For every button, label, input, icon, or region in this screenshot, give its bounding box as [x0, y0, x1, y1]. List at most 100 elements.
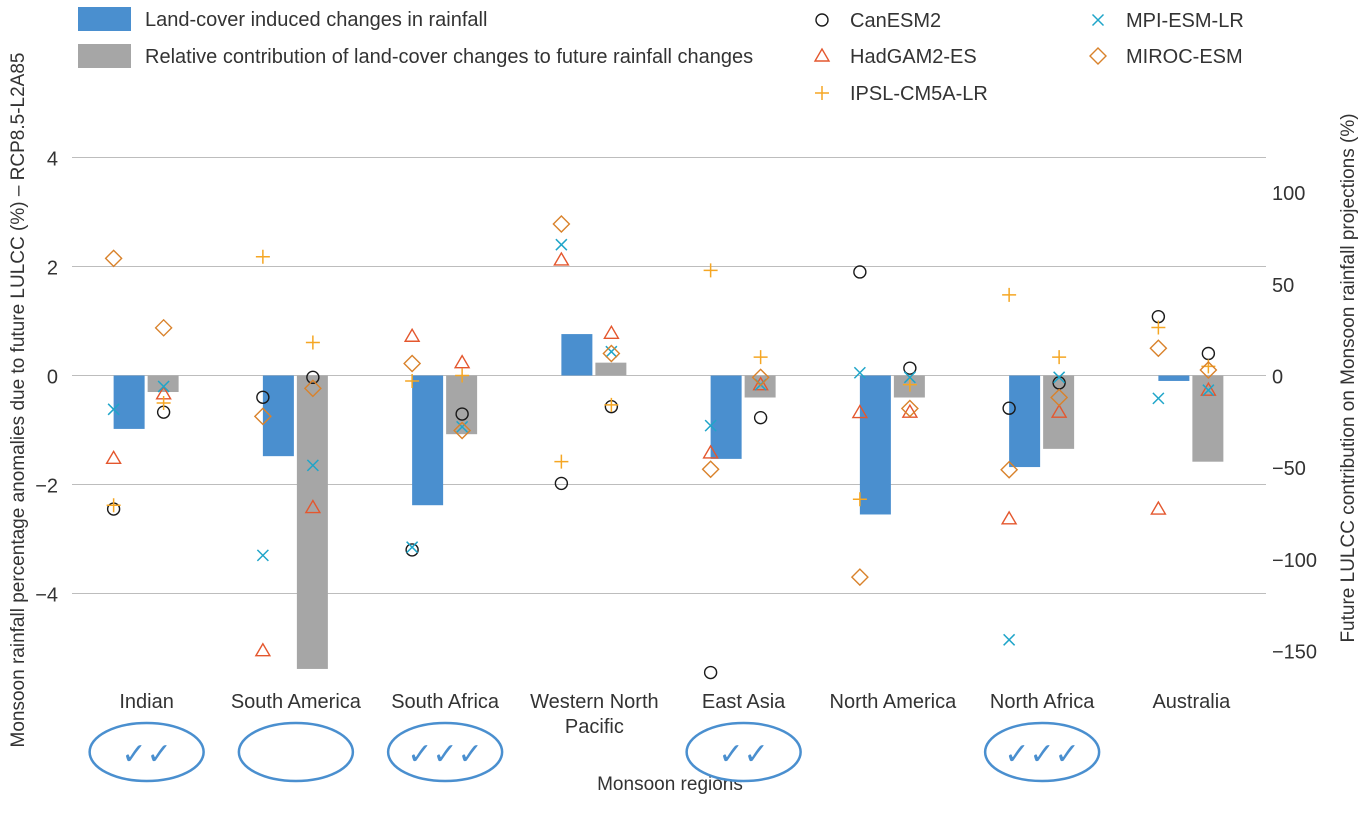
marker-hadgam2-es-left: [1150, 500, 1167, 515]
marker-canesm2-left: [1002, 401, 1016, 415]
marker-miroc-esm-right: [303, 379, 322, 398]
y-tick-label-right: 0: [1272, 367, 1283, 389]
marker-mpi-esm-lr-right: [157, 380, 170, 393]
marker-canesm2-right: [903, 361, 917, 375]
bar-relative-contribution: [446, 375, 478, 435]
bar-landcover-rainfall: [113, 375, 145, 429]
marker-miroc-esm-left: [104, 249, 123, 268]
marker-ipsl-cm5a-lr-left: [1151, 320, 1166, 335]
x-tick-label: East Asia: [702, 691, 786, 713]
marker-ipsl-cm5a-lr-left: [106, 498, 121, 513]
bar-landcover-rainfall: [710, 375, 742, 459]
y-tick-label-right: −100: [1272, 550, 1317, 572]
x-tick-label: Australia: [1152, 691, 1231, 713]
marker-mpi-esm-lr-left: [107, 403, 120, 416]
marker-mpi-esm-lr-right: [456, 420, 469, 433]
checkmark-label: ✓✓: [121, 738, 171, 771]
marker-mpi-esm-lr-left: [1152, 392, 1165, 405]
gridlines: [72, 157, 1266, 594]
marker-mpi-esm-lr-right: [903, 371, 916, 384]
marker-miroc-esm-left: [850, 568, 869, 587]
marker-mpi-esm-lr-left: [555, 238, 568, 251]
marker-canesm2-right: [753, 410, 768, 425]
legend-label: IPSL-CM5A-LR: [850, 83, 988, 105]
bar-landcover-rainfall: [1158, 375, 1190, 381]
agreement-ellipse: [237, 721, 355, 783]
x-tick-label: Western North: [530, 691, 659, 713]
marker-ipsl-cm5a-lr-left: [554, 454, 569, 469]
x-tick-label: South America: [231, 691, 362, 713]
model-markers: [104, 215, 1218, 680]
bar-relative-contribution: [595, 362, 627, 376]
y-tick-label-left: 4: [47, 149, 58, 171]
bar-relative-contribution: [296, 375, 328, 669]
marker-miroc-esm-left: [701, 460, 720, 479]
marker-ipsl-cm5a-lr-left: [405, 373, 420, 388]
y-tick-label-right: −50: [1272, 458, 1306, 480]
marker-miroc-esm-right: [1199, 361, 1218, 379]
y-tick-label-right: 100: [1272, 183, 1305, 205]
checkmark-label: ✓✓: [718, 738, 768, 771]
marker-mpi-esm-lr-right: [605, 345, 618, 358]
marker-miroc-esm-left: [403, 354, 422, 373]
x-tick-label: South Africa: [391, 691, 500, 713]
marker-miroc-esm-right: [1050, 388, 1069, 407]
marker-hadgam2-es-right: [603, 324, 620, 340]
marker-mpi-esm-lr-left: [1003, 633, 1016, 646]
marker-mpi-esm-lr-left: [256, 549, 269, 562]
marker-miroc-esm-right: [751, 368, 770, 387]
marker-miroc-esm-left: [552, 215, 571, 233]
y-tick-label-left: −2: [35, 476, 58, 498]
legend-swatch: [78, 44, 131, 68]
marker-hadgam2-es-left: [254, 642, 272, 657]
marker-canesm2-left: [554, 476, 569, 491]
bar-relative-contribution: [1192, 375, 1224, 462]
agreement-ellipse: [983, 721, 1101, 783]
agreement-ellipse: [685, 721, 802, 783]
marker-hadgam2-es-right: [453, 354, 471, 369]
bars: [113, 334, 1224, 669]
marker-canesm2-left: [703, 665, 718, 680]
marker-ipsl-cm5a-lr-right: [604, 397, 619, 412]
marker-ipsl-cm5a-lr-right: [305, 335, 320, 350]
marker-miroc-esm-right: [900, 399, 919, 418]
marker-mpi-esm-lr-right: [306, 459, 319, 472]
marker-mpi-esm-lr-right: [1053, 371, 1066, 384]
marker-hadgam2-es-left: [702, 444, 719, 459]
axes: −4 −2 0 2 4 −150 −100 −50 0 50 100 Monsoon rainfall…: [8, 53, 1359, 795]
marker-miroc-esm-left: [1000, 460, 1019, 479]
bar-landcover-rainfall: [262, 375, 294, 457]
legend-label: Land-cover induced changes in rainfall: [145, 9, 487, 31]
marker-miroc-esm-right: [602, 344, 621, 363]
marker-hadgam2-es-left: [403, 327, 421, 342]
y-axis-title-left: Monsoon rainfall percentage anomalies du…: [8, 53, 29, 748]
legend-swatch: [78, 7, 131, 31]
legend: Land-cover induced changes in rainfall Re…: [78, 7, 1244, 105]
x-axis-title: Monsoon regions: [597, 774, 743, 795]
marker-miroc-esm-left: [1149, 339, 1168, 358]
marker-miroc-esm-right: [453, 421, 472, 440]
marker-canesm2-right: [1201, 346, 1216, 361]
bar-relative-contribution: [744, 375, 776, 398]
bar-landcover-rainfall: [859, 375, 891, 515]
marker-mpi-esm-lr-right: [1202, 384, 1215, 397]
marker-canesm2-left: [853, 265, 867, 279]
agreement-ellipse: [88, 721, 205, 783]
marker-canesm2-right: [306, 370, 320, 385]
bar-relative-contribution: [147, 375, 179, 393]
legend-label: HadGAM2-ES: [850, 46, 977, 68]
legend-marker: [1089, 47, 1107, 65]
marker-mpi-esm-lr-left: [853, 366, 866, 379]
y-tick-label-left: 2: [47, 258, 58, 280]
y-tick-label-right: −150: [1272, 642, 1317, 664]
bar-relative-contribution: [1043, 375, 1075, 449]
y-tick-label-left: −4: [35, 585, 58, 607]
legend-marker: [1091, 13, 1105, 27]
marker-hadgam2-es-right: [304, 499, 322, 514]
checkmark-label: ✓✓✓: [1004, 738, 1079, 771]
bar-landcover-rainfall: [561, 334, 593, 376]
marker-hadgam2-es-right: [1050, 403, 1068, 418]
marker-ipsl-cm5a-lr-right: [455, 368, 470, 383]
